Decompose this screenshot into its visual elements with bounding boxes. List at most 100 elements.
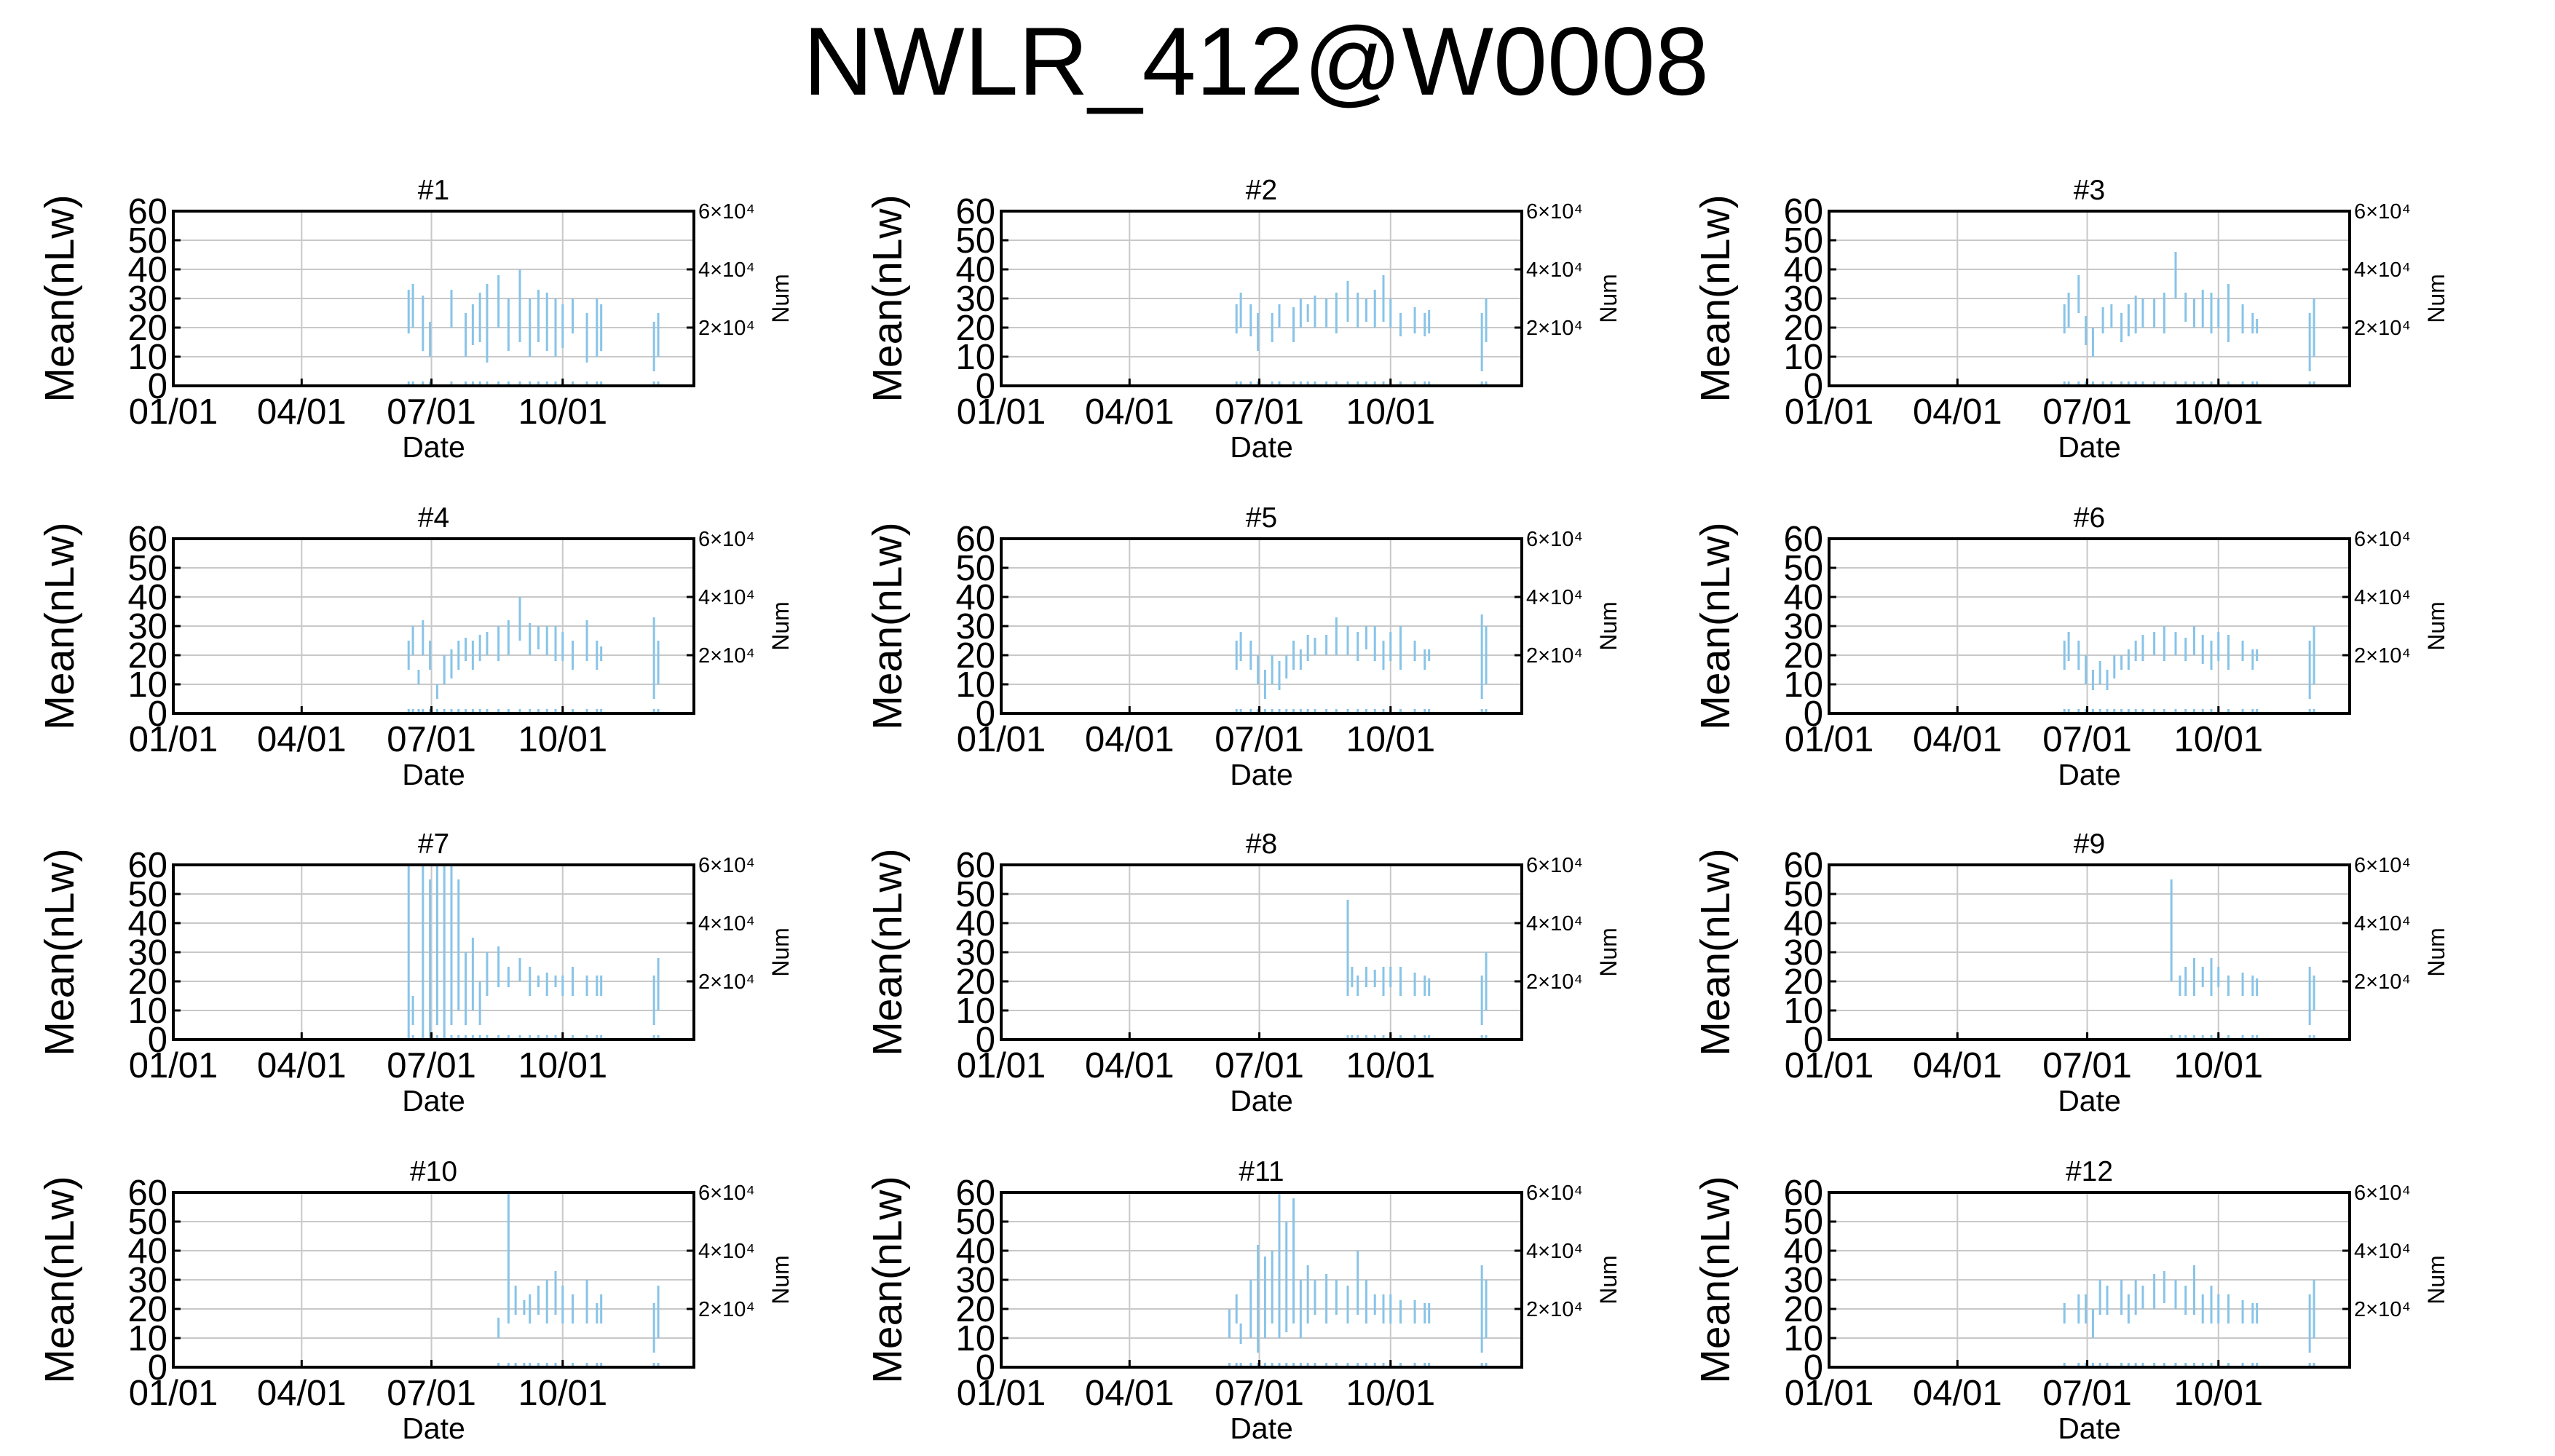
x-tick-label: 07/01: [2042, 1374, 2132, 1413]
y2-tick-label: 2×10⁴: [698, 1298, 755, 1321]
y-axis-label: Mean(nLw): [864, 522, 911, 729]
panel-title: #9: [2074, 828, 2105, 860]
y-tick-label: 60: [955, 846, 995, 885]
y-tick-label: 60: [955, 520, 995, 559]
y-tick-label: 0: [976, 1348, 995, 1388]
y-tick-label: 0: [1804, 1348, 1823, 1388]
x-axis-label: Date: [2058, 430, 2121, 464]
y-tick-label: 30: [955, 280, 995, 319]
y-tick-label: 0: [148, 367, 167, 406]
panel-title: #7: [418, 828, 449, 860]
y2-axis-label: Num: [1595, 601, 1622, 651]
y-tick-label: 30: [1783, 1261, 1823, 1300]
x-tick-label: 01/01: [957, 1046, 1046, 1085]
x-tick-label: 01/01: [129, 720, 218, 759]
y2-axis-label: Num: [767, 927, 794, 977]
y2-tick-label: 2×10⁴: [1526, 644, 1583, 668]
y2-tick-label: 6×10⁴: [1526, 854, 1583, 877]
x-tick-label: 01/01: [129, 392, 218, 432]
x-tick-label: 04/01: [1913, 1046, 2002, 1085]
y-tick-label: 40: [955, 904, 995, 943]
x-tick-label: 10/01: [2173, 1046, 2263, 1085]
x-tick-label: 01/01: [129, 1374, 218, 1413]
y-tick-label: 30: [1783, 280, 1823, 319]
y-tick-label: 50: [1783, 221, 1823, 261]
y2-axis-label: Num: [2423, 1255, 2449, 1305]
x-tick-label: 04/01: [1085, 720, 1174, 759]
panel-title: #1: [418, 175, 449, 206]
y-tick-label: 40: [127, 250, 167, 290]
y-axis-label: Mean(nLw): [1692, 522, 1739, 729]
x-tick-label: 07/01: [1215, 1046, 1304, 1085]
y2-tick-label: 2×10⁴: [1526, 317, 1583, 340]
x-tick-label: 01/01: [957, 720, 1046, 759]
y-tick-label: 0: [148, 1021, 167, 1060]
y-tick-label: 10: [1783, 665, 1823, 705]
y2-axis-label: Num: [767, 274, 794, 323]
panel-title: #11: [1239, 1156, 1284, 1187]
y2-tick-label: 2×10⁴: [2354, 644, 2411, 668]
y-tick-label: 0: [976, 1021, 995, 1060]
y-tick-label: 40: [1783, 578, 1823, 617]
y-tick-label: 30: [955, 1261, 995, 1300]
x-tick-label: 10/01: [1346, 1046, 1435, 1085]
x-tick-label: 01/01: [1785, 392, 1874, 432]
panel-title: #3: [2074, 175, 2105, 206]
y-tick-label: 50: [955, 875, 995, 914]
x-tick-label: 07/01: [2042, 720, 2132, 759]
x-tick-label: 04/01: [257, 392, 347, 432]
x-tick-label: 01/01: [129, 1046, 218, 1085]
y2-tick-label: 6×10⁴: [1526, 200, 1583, 223]
x-tick-label: 04/01: [1085, 1374, 1174, 1413]
y-axis-label: Mean(nLw): [36, 848, 83, 1056]
y-tick-label: 60: [1783, 192, 1823, 232]
y-tick-label: 30: [955, 607, 995, 646]
x-tick-label: 10/01: [518, 1046, 607, 1085]
x-tick-label: 07/01: [387, 1374, 476, 1413]
x-tick-label: 10/01: [2173, 1374, 2263, 1413]
y-tick-label: 0: [976, 695, 995, 734]
y-tick-label: 30: [1783, 933, 1823, 973]
y-tick-label: 50: [955, 549, 995, 588]
x-tick-label: 10/01: [1346, 1374, 1435, 1413]
y2-tick-label: 4×10⁴: [2354, 912, 2411, 935]
y-tick-label: 0: [1804, 367, 1823, 406]
y-tick-label: 10: [127, 338, 167, 377]
y2-tick-label: 4×10⁴: [1526, 912, 1583, 935]
x-axis-label: Date: [402, 758, 465, 791]
panel-title: #5: [1246, 502, 1277, 534]
y-tick-label: 10: [127, 992, 167, 1031]
y2-tick-label: 2×10⁴: [698, 644, 755, 668]
panel-title: #12: [2066, 1156, 2113, 1187]
y2-tick-label: 4×10⁴: [1526, 258, 1583, 282]
x-tick-label: 01/01: [1785, 720, 1874, 759]
y-tick-label: 0: [148, 1348, 167, 1388]
y-tick-label: 10: [955, 1319, 995, 1358]
y-axis-label: Mean(nLw): [1692, 848, 1739, 1056]
y2-tick-label: 4×10⁴: [698, 912, 755, 935]
y-tick-label: 20: [127, 962, 167, 1002]
y2-tick-label: 6×10⁴: [2354, 1182, 2411, 1205]
y-tick-label: 20: [1783, 1290, 1823, 1329]
y-tick-label: 50: [127, 549, 167, 588]
x-tick-label: 07/01: [1215, 392, 1304, 432]
x-axis-label: Date: [1230, 430, 1293, 464]
y2-axis-label: Num: [1595, 927, 1622, 977]
y-tick-label: 40: [1783, 1232, 1823, 1271]
y2-tick-label: 6×10⁴: [698, 854, 755, 877]
y-axis-label: Mean(nLw): [864, 848, 911, 1056]
x-tick-label: 07/01: [2042, 392, 2132, 432]
y-tick-label: 50: [955, 221, 995, 261]
y-tick-label: 40: [955, 578, 995, 617]
x-tick-label: 04/01: [257, 1374, 347, 1413]
y-tick-label: 60: [1783, 846, 1823, 885]
x-axis-label: Date: [1230, 1084, 1293, 1117]
y-tick-label: 40: [127, 578, 167, 617]
y-tick-label: 60: [127, 1174, 167, 1213]
